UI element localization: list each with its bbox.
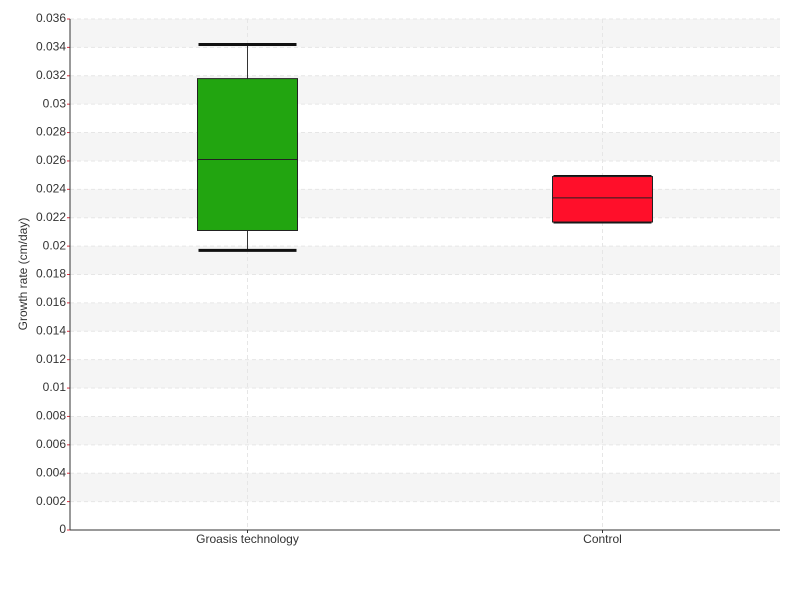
grid-band: [70, 19, 780, 48]
y-tick-label: 0.012: [36, 352, 66, 366]
y-tick-label: 0.036: [36, 11, 66, 25]
y-tick-label: 0.01: [43, 380, 67, 394]
grid-band: [70, 75, 780, 105]
y-tick-label: 0: [59, 522, 66, 536]
x-tick-label: Groasis technology: [196, 532, 299, 546]
y-tick-label: 0.034: [36, 40, 66, 54]
y-tick-label: 0.008: [36, 409, 66, 423]
y-tick-label: 0.016: [36, 295, 66, 309]
grid-band: [70, 416, 780, 445]
grid-band: [70, 189, 780, 218]
y-tick-label: 0.028: [36, 125, 66, 139]
y-tick-label: 0.014: [36, 323, 66, 337]
y-tick-label: 0.018: [36, 267, 66, 281]
y-tick-label: 0.004: [36, 465, 66, 479]
grid-band: [70, 132, 780, 161]
box: [552, 176, 653, 223]
y-tick-label: 0.02: [43, 238, 67, 252]
grid-band: [70, 359, 780, 389]
y-axis-label: Growth rate (cm/day): [16, 218, 30, 331]
x-tick-label: Control: [583, 532, 622, 546]
y-tick-label: 0.032: [36, 68, 66, 82]
y-tick-label: 0.03: [43, 96, 67, 110]
plot-background: [70, 19, 780, 502]
box: [197, 78, 298, 231]
grid-band: [70, 302, 780, 332]
y-tick-label: 0.026: [36, 153, 66, 167]
grid-band: [70, 246, 780, 275]
y-tick-label: 0.006: [36, 437, 66, 451]
grid-band: [70, 473, 780, 502]
y-tick-label: 0.002: [36, 494, 66, 508]
y-tick-label: 0.022: [36, 210, 66, 224]
y-tick-label: 0.024: [36, 182, 66, 196]
